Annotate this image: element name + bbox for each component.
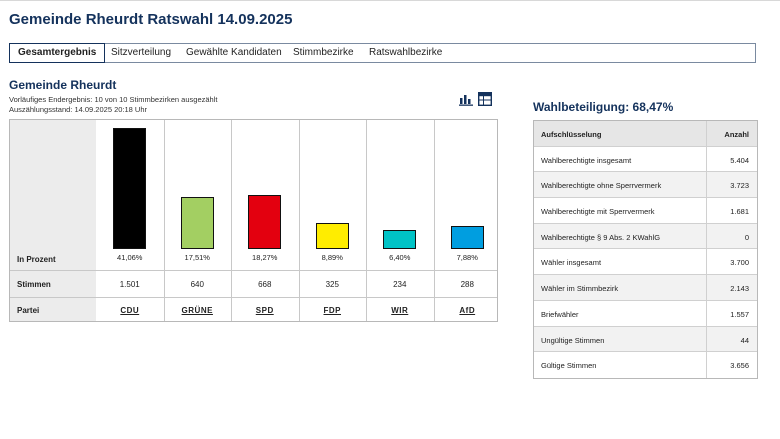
row-value: 3.700	[730, 258, 749, 268]
row-divider	[10, 270, 497, 271]
column-divider	[706, 249, 707, 275]
bar-fdp	[315, 222, 349, 249]
table-row: Wahlberechtigte ohne Sperrvermerk 3.723	[534, 172, 757, 199]
row-value: 1.557	[730, 309, 749, 319]
votes-label-spd: 668	[258, 280, 272, 289]
percent-label-spd: 18,27%	[252, 253, 278, 262]
row-label: Wahlberechtigte ohne Sperrvermerk	[541, 181, 662, 191]
column-divider	[706, 172, 707, 198]
row-label: Wahlberechtigte insgesamt	[541, 155, 632, 165]
column-divider	[706, 275, 707, 300]
percent-label-wir: 6,40%	[389, 253, 411, 262]
table-row: Briefwähler 1.557	[534, 300, 757, 327]
row-label: Wähler insgesamt	[541, 258, 602, 268]
column-divider	[163, 120, 165, 321]
column-divider	[706, 146, 707, 172]
turnout-heading: Wahlbeteiligung: 68,47%	[533, 100, 674, 114]
bar-cdu	[113, 128, 147, 249]
result-heading: Gemeinde Rheurdt	[9, 78, 117, 92]
party-link-spd[interactable]: SPD	[255, 306, 274, 315]
row-value: 3.656	[730, 361, 749, 371]
bar-chart-icon[interactable]	[459, 92, 473, 106]
table-row: Wahlberechtigte insgesamt 5.404	[534, 146, 757, 173]
table-row: Gültige Stimmen 3.656	[534, 352, 757, 378]
row-label: Wähler im Stimmbezirk	[541, 284, 619, 294]
table-row: Wähler insgesamt 3.700	[534, 249, 757, 276]
count-time: Auszählungsstand: 14.09.2025 20:18 Uhr	[9, 105, 148, 114]
party-link-wir[interactable]: WIR	[391, 306, 409, 315]
percent-label-grüne: 17,51%	[184, 253, 210, 262]
party-link-afd[interactable]: AfD	[459, 306, 476, 315]
row-value: 5.404	[730, 155, 749, 165]
party-link-cdu[interactable]: CDU	[120, 306, 140, 315]
row-label-party: Partei	[17, 306, 40, 315]
row-label-column	[10, 120, 96, 321]
table-header-value: Anzahl	[724, 130, 749, 139]
bar-spd	[248, 195, 282, 249]
tab-ratswahlbezirke[interactable]: Ratswahlbezirke	[369, 47, 443, 58]
table-row: Wahlberechtigte mit Sperrvermerk 1.681	[534, 198, 757, 224]
table-header-row: Aufschlüsselung Anzahl	[534, 121, 757, 147]
row-value: 0	[744, 232, 749, 242]
row-label: Wahlberechtigte § 9 Abs. 2 KWahlG	[541, 232, 661, 242]
result-status: Vorläufiges Endergebnis: 10 von 10 Stimm…	[9, 95, 218, 104]
column-divider	[366, 120, 367, 321]
percent-label-afd: 7,88%	[456, 253, 478, 262]
row-label: Wahlberechtigte mit Sperrvermerk	[541, 207, 655, 217]
top-border	[0, 0, 780, 1]
tab-gesamtergebnis[interactable]: Gesamtergebnis	[9, 43, 106, 63]
tab-stimmbezirke[interactable]: Stimmbezirke	[293, 47, 354, 58]
column-divider	[706, 300, 707, 326]
percent-label-fdp: 8,89%	[321, 253, 343, 262]
row-value: 3.723	[730, 181, 749, 191]
votes-label-grüne: 640	[190, 280, 204, 289]
column-divider	[706, 352, 707, 378]
bar-afd	[450, 225, 484, 249]
row-value: 44	[740, 335, 749, 345]
row-label-percent: In Prozent	[17, 255, 56, 264]
table-header-label: Aufschlüsselung	[541, 130, 602, 139]
results-chart: In Prozent Stimmen Partei 41,06% 1.501 CDU…	[9, 119, 498, 322]
column-divider	[433, 120, 435, 321]
table-row: Ungültige Stimmen 44	[534, 326, 757, 353]
bar-wir	[383, 230, 417, 249]
column-divider	[298, 120, 300, 321]
tab-bar: Gesamtergebnis Sitzverteilung Gewählte K…	[9, 43, 756, 63]
row-value: 2.143	[730, 284, 749, 294]
column-divider	[706, 223, 707, 249]
party-link-fdp[interactable]: FDP	[323, 306, 341, 315]
page-title: Gemeinde Rheurdt Ratswahl 14.09.2025	[9, 11, 293, 28]
table-row: Wähler im Stimmbezirk 2.143	[534, 275, 757, 301]
party-link-grüne[interactable]: GRÜNE	[181, 306, 213, 315]
row-divider	[10, 297, 497, 298]
column-divider	[706, 326, 707, 352]
column-divider	[706, 198, 707, 223]
table-row: Wahlberechtigte § 9 Abs. 2 KWahlG 0	[534, 223, 757, 250]
tab-gewaehlte-kandidaten[interactable]: Gewählte Kandidaten	[186, 47, 282, 58]
votes-label-afd: 288	[460, 280, 474, 289]
row-label: Ungültige Stimmen	[541, 335, 605, 345]
votes-label-cdu: 1.501	[119, 280, 140, 289]
row-value: 1.681	[730, 207, 749, 217]
row-label: Briefwähler	[541, 309, 579, 319]
breakdown-table: Aufschlüsselung Anzahl Wahlberechtigte i…	[533, 120, 758, 379]
bar-grüne	[180, 197, 214, 249]
tab-sitzverteilung[interactable]: Sitzverteilung	[111, 47, 172, 58]
row-label: Gültige Stimmen	[541, 361, 597, 371]
column-divider	[706, 121, 707, 146]
row-label-votes: Stimmen	[17, 280, 51, 289]
votes-label-wir: 234	[393, 280, 407, 289]
votes-label-fdp: 325	[325, 280, 339, 289]
column-divider	[231, 120, 232, 321]
table-icon[interactable]	[478, 92, 492, 106]
percent-label-cdu: 41,06%	[117, 253, 143, 262]
